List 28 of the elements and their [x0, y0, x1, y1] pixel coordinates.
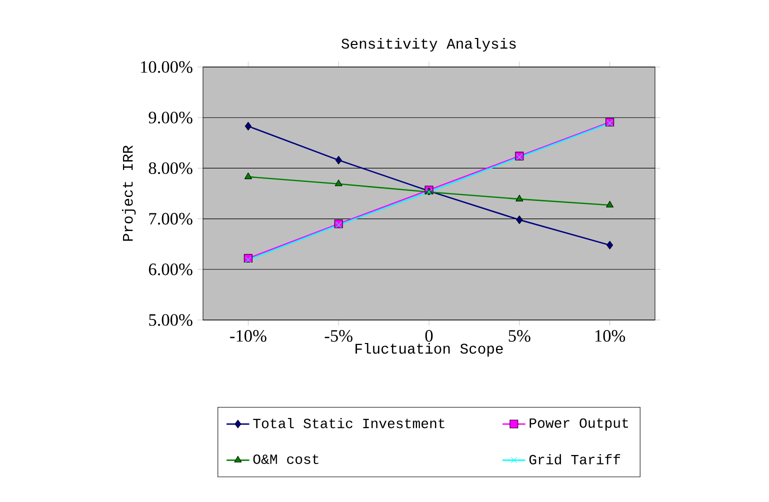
- point: [334, 180, 342, 186]
- y-tick-label: 9.00%: [148, 112, 192, 124]
- x-tick-label: -5%: [324, 330, 352, 342]
- point: [516, 216, 523, 224]
- point: [244, 172, 252, 180]
- y-tick-label: 8.00%: [148, 162, 192, 174]
- y-axis-title: Project IRR: [122, 145, 136, 241]
- x-axis-title: Fluctuation Scope: [356, 342, 503, 357]
- point: [516, 194, 524, 202]
- point: [335, 156, 342, 164]
- chart-title: Sensitivity Analysis: [342, 38, 516, 52]
- point: [245, 256, 252, 263]
- point: [606, 120, 613, 126]
- x-tick-label: 0: [425, 330, 433, 342]
- legend-label: Total Static Investment: [253, 418, 444, 428]
- point: [606, 240, 614, 250]
- y-tick-label: 6.00%: [148, 264, 192, 276]
- legend-label: Grid Tariff: [529, 454, 620, 464]
- legend-label: Power Output: [530, 418, 628, 431]
- x-tick-label: 10%: [595, 330, 626, 342]
- point: [244, 122, 252, 130]
- y-tick-label: 10.00%: [141, 61, 192, 73]
- x-tick-label: 5%: [508, 330, 530, 342]
- y-tick-label: 7.00%: [149, 212, 192, 225]
- x-tick-label: -10%: [230, 330, 266, 342]
- y-tick-label: 5.00%: [149, 314, 192, 326]
- point: [606, 200, 614, 208]
- legend-label: O&M cost: [253, 454, 318, 464]
